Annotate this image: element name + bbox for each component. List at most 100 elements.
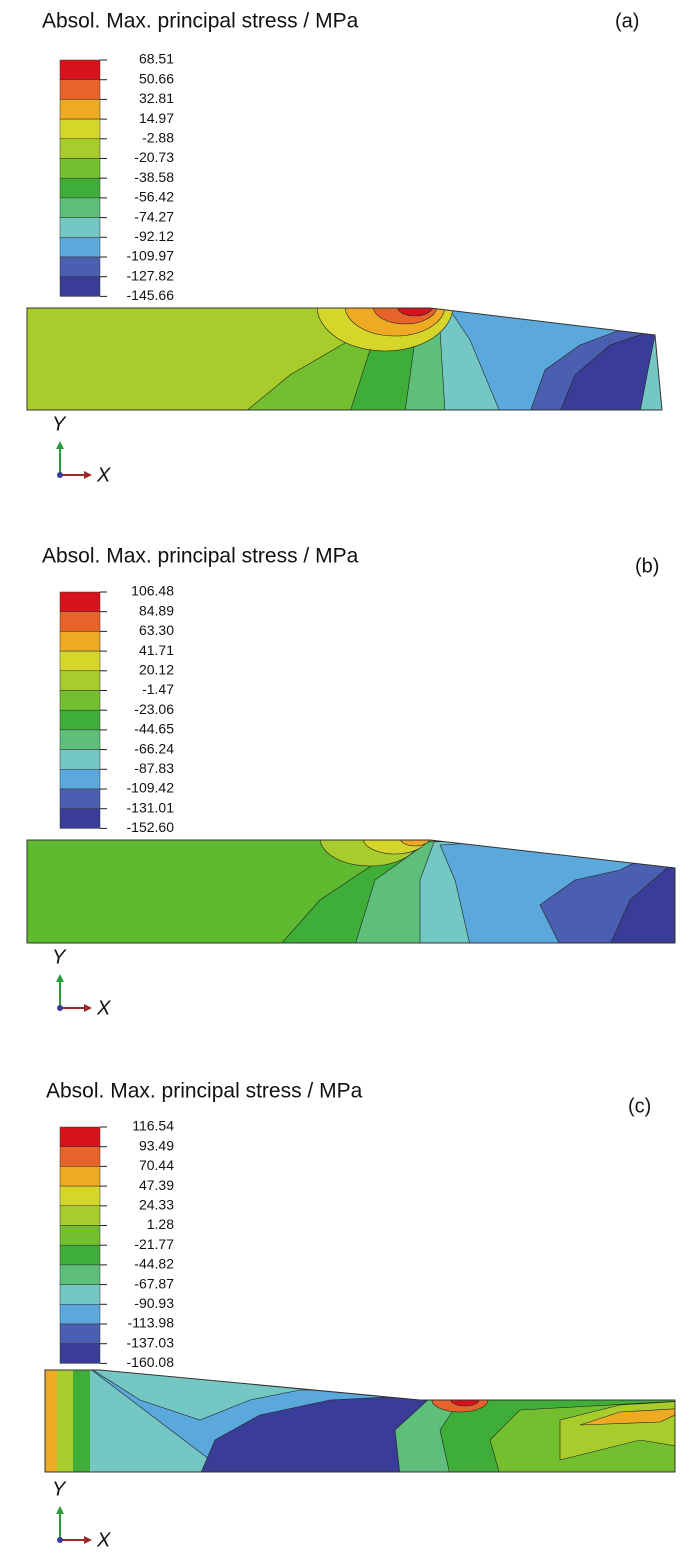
legend-value: -127.82 — [127, 267, 175, 283]
legend-swatch — [59, 808, 101, 829]
legend-value: -109.42 — [127, 780, 175, 796]
legend-value: 47.39 — [139, 1177, 174, 1193]
legend-value: 106.48 — [131, 583, 174, 599]
legend-swatch — [59, 1343, 101, 1364]
legend-value: -87.83 — [134, 760, 174, 776]
legend-value: -44.65 — [134, 721, 174, 737]
legend-swatch — [59, 118, 101, 140]
panel-title: Absol. Max. principal stress / MPa — [46, 1080, 363, 1103]
legend-swatch — [59, 197, 101, 218]
legend-swatch — [59, 1146, 101, 1167]
legend-value: -56.42 — [134, 189, 174, 205]
legend-value: 93.49 — [139, 1137, 174, 1153]
origin — [57, 472, 63, 478]
legend-swatch — [59, 276, 101, 297]
legend-value: 84.89 — [139, 602, 174, 618]
panel-label: (c) — [628, 1095, 651, 1117]
axis-x-label: X — [96, 997, 111, 1019]
legend-swatch — [59, 1264, 101, 1285]
legend-value: -21.77 — [134, 1236, 174, 1252]
legend-value: 116.54 — [132, 1118, 174, 1134]
legend-value: -145.66 — [127, 287, 175, 303]
legend-value: 68.51 — [139, 51, 174, 67]
y-arrow-head — [56, 1506, 64, 1514]
legend-value: -90.93 — [134, 1295, 174, 1311]
origin — [57, 1537, 63, 1543]
legend-value: -113.98 — [128, 1315, 175, 1331]
legend-value: 1.28 — [147, 1216, 174, 1232]
legend-value: -66.24 — [134, 740, 174, 756]
legend-swatch — [59, 1185, 101, 1207]
legend-swatch — [59, 79, 101, 100]
legend-swatch — [59, 59, 101, 80]
legend-swatch — [59, 670, 101, 691]
legend-value: -152.60 — [127, 819, 175, 835]
legend-value: -74.27 — [134, 208, 174, 224]
x-arrow-head — [84, 471, 92, 479]
legend-value: -131.01 — [127, 799, 175, 815]
legend-swatch — [59, 690, 101, 711]
legend-value: -1.47 — [142, 681, 174, 697]
legend-value: 70.44 — [139, 1157, 174, 1173]
legend-value: -109.97 — [127, 248, 175, 264]
legend-swatch — [59, 788, 101, 809]
legend-swatch — [59, 1284, 101, 1305]
panel-title: Absol. Max. principal stress / MPa — [42, 10, 359, 33]
legend-swatch — [59, 749, 101, 770]
legend-swatch — [59, 591, 101, 612]
legend-swatch — [59, 138, 101, 159]
origin — [57, 1005, 63, 1011]
legend-swatch — [59, 709, 101, 731]
x-arrow-head — [84, 1004, 92, 1012]
legend-swatch — [59, 769, 101, 790]
legend-value: -137.03 — [127, 1334, 175, 1350]
legend-value: 50.66 — [139, 70, 174, 86]
legend-swatch — [59, 1304, 101, 1325]
x-arrow-head — [84, 1536, 92, 1544]
axis-x-label: X — [96, 464, 111, 486]
outline-b — [26, 839, 676, 944]
legend-value: 32.81 — [139, 90, 174, 106]
legend-value: -160.08 — [127, 1354, 175, 1370]
legend-value: -92.12 — [134, 228, 174, 244]
legend-value: -20.73 — [134, 149, 174, 165]
legend-value: -44.82 — [134, 1256, 174, 1272]
panel-label: (a) — [615, 10, 639, 32]
axis-y-label: Y — [52, 1478, 67, 1500]
legend-value: 41.71 — [139, 642, 174, 658]
legend-swatch — [59, 1126, 101, 1147]
contour-c — [45, 1370, 675, 1472]
legend-value: 14.97 — [139, 110, 174, 126]
y-arrow-head — [56, 974, 64, 982]
legend-swatch — [59, 1166, 101, 1187]
axis-x-label: X — [96, 1529, 111, 1551]
panel-title: Absol. Max. principal stress / MPa — [42, 545, 359, 568]
legend-value: 63.30 — [139, 622, 174, 638]
outline-a — [26, 307, 663, 411]
legend-swatch — [59, 729, 101, 750]
legend-swatch — [59, 217, 101, 238]
legend-swatch — [59, 1205, 101, 1226]
legend-swatch — [59, 158, 101, 179]
legend-swatch — [59, 1323, 101, 1344]
axis-y-label: Y — [52, 946, 67, 968]
legend-value: -2.88 — [142, 130, 174, 146]
legend-swatch — [59, 177, 101, 199]
axis-y-label: Y — [52, 413, 67, 435]
legend-swatch — [59, 631, 101, 652]
legend-value: 24.33 — [139, 1197, 174, 1213]
contour-a — [27, 308, 662, 410]
outline-c — [44, 1369, 676, 1473]
legend-value: -38.58 — [134, 169, 174, 185]
panel-label: (b) — [635, 555, 659, 577]
legend-swatch — [59, 256, 101, 277]
legend-swatch — [59, 99, 101, 120]
legend-swatch — [59, 611, 101, 632]
legend-swatch — [59, 650, 101, 672]
legend-swatch — [59, 1244, 101, 1266]
legend-value: -23.06 — [134, 701, 174, 717]
legend-value: -67.87 — [134, 1275, 174, 1291]
y-arrow-head — [56, 441, 64, 449]
legend-swatch — [59, 1225, 101, 1246]
